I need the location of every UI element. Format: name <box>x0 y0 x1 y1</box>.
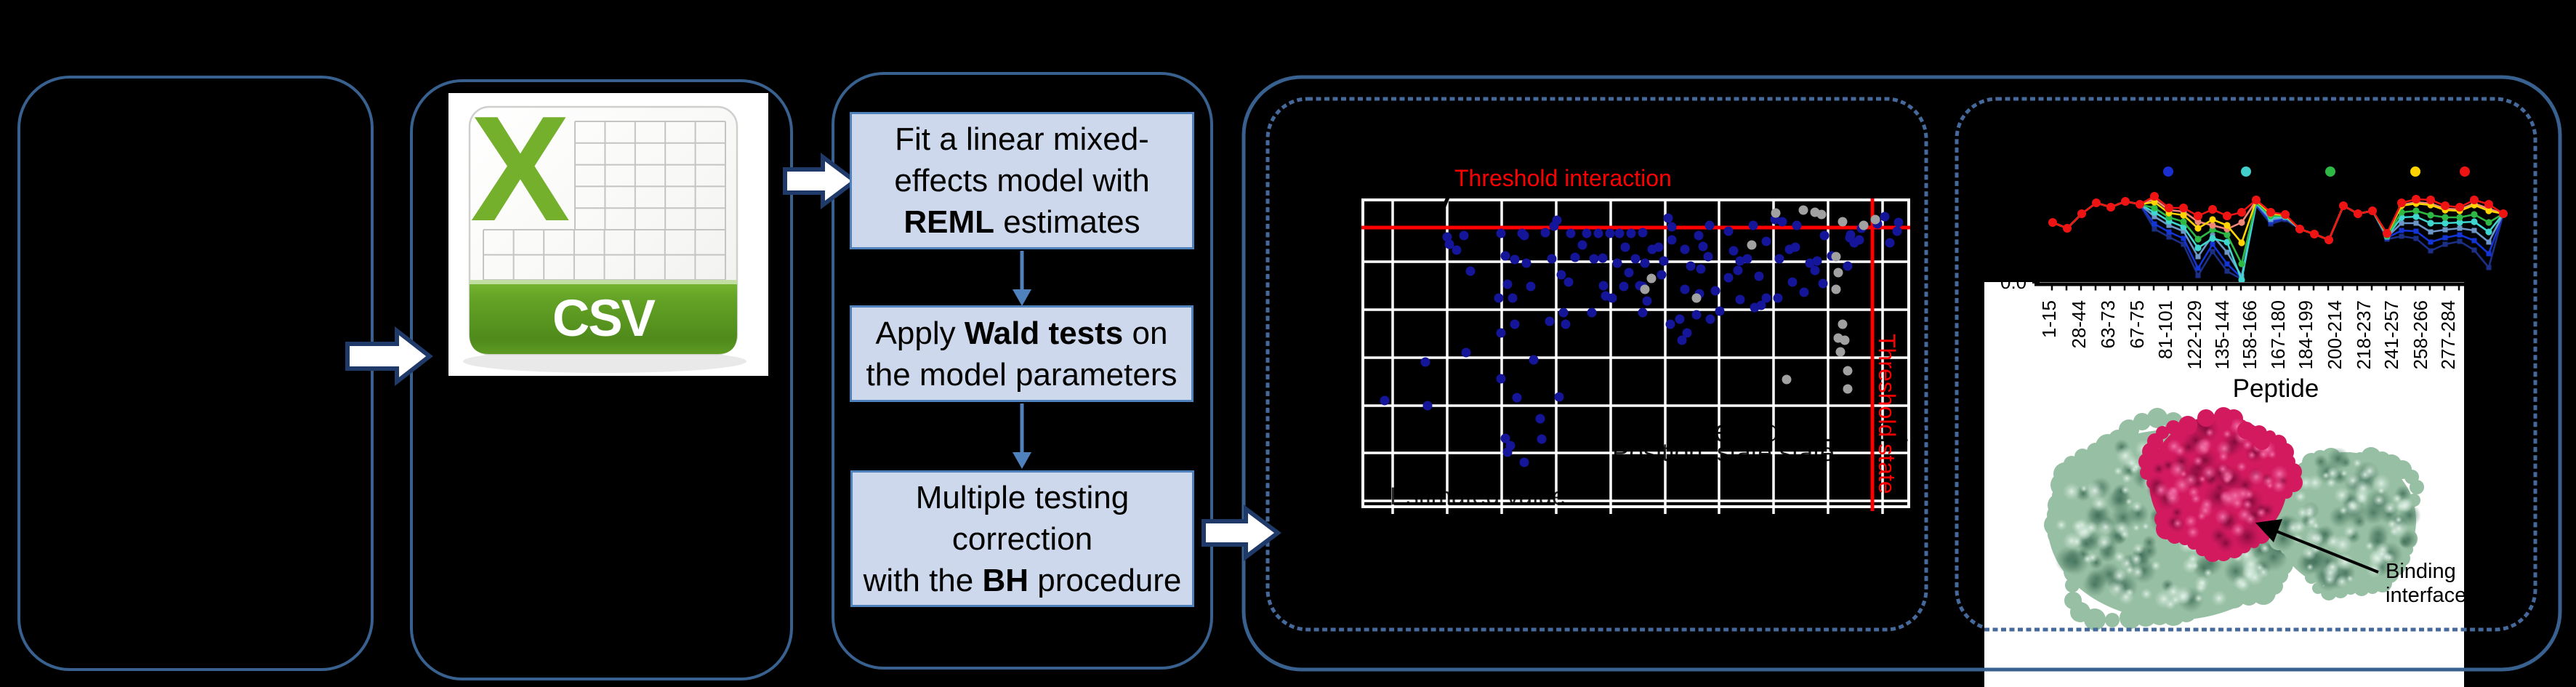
svg-text:258-266: 258-266 <box>2410 300 2431 369</box>
svg-text:135-144: 135-144 <box>2211 300 2233 369</box>
svg-text:28-44: 28-44 <box>2068 300 2090 349</box>
svg-text:81-101: 81-101 <box>2154 300 2176 359</box>
svg-text:Threshold interaction: Threshold interaction <box>1454 165 1672 191</box>
svg-text:interface: interface <box>2386 584 2466 607</box>
svg-text:Estimated value: Estimated value <box>1390 483 1566 510</box>
svg-text:Threshold state: Threshold state <box>1874 334 1900 494</box>
svg-text:122-129: 122-129 <box>2183 300 2205 369</box>
svg-text:0.0: 0.0 <box>2000 271 2026 293</box>
svg-text:158-166: 158-166 <box>2239 300 2261 369</box>
svg-text:184-199: 184-199 <box>2295 300 2317 369</box>
svg-text:167-180: 167-180 <box>2267 300 2289 369</box>
svg-text:200-214: 200-214 <box>2324 300 2346 369</box>
svg-text:X: X <box>470 85 570 252</box>
svg-text:218-237: 218-237 <box>2353 300 2375 369</box>
svg-text:63-73: 63-73 <box>2097 300 2119 349</box>
svg-text:1-15: 1-15 <box>2038 300 2060 338</box>
svg-text:Position: state state: Position: state state <box>1612 438 1834 467</box>
svg-text:Peptide: 122-129: Peptide: 122-129 <box>1694 414 1926 448</box>
svg-text:Binding: Binding <box>2386 560 2456 583</box>
svg-text:277-284: 277-284 <box>2437 300 2459 369</box>
svg-text:241-257: 241-257 <box>2380 300 2402 369</box>
svg-text:Peptide: Peptide <box>2233 374 2319 403</box>
svg-text:CSV: CSV <box>552 290 656 347</box>
svg-text:67-75: 67-75 <box>2126 300 2148 349</box>
